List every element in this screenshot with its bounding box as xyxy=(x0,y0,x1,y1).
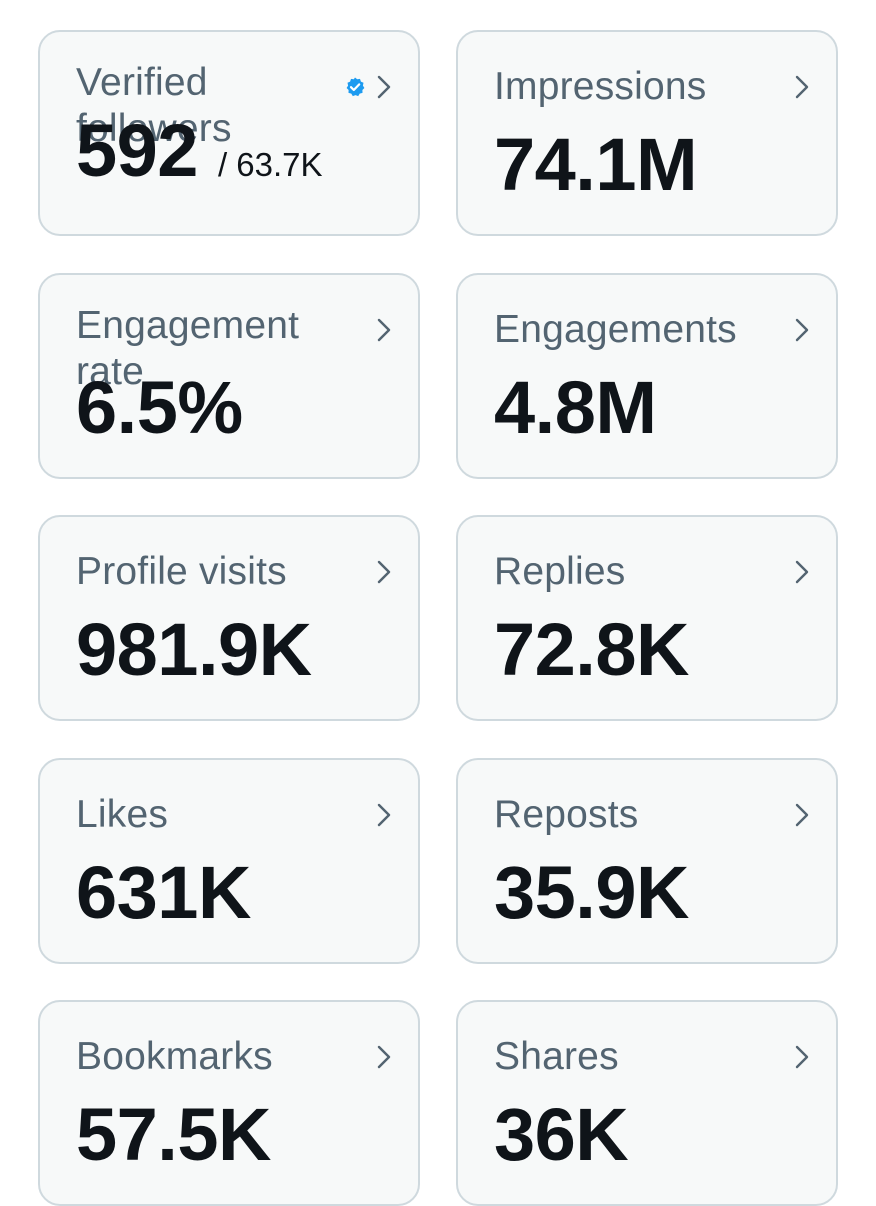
metric-card-shares[interactable]: Shares 36K xyxy=(456,1000,838,1206)
metric-label: Shares xyxy=(494,1035,619,1078)
metric-card-verified-followers[interactable]: Verified followers 592/ 63.7K xyxy=(38,30,420,236)
metric-card-engagements[interactable]: Engagements 4.8M xyxy=(456,273,838,479)
chevron-right-icon xyxy=(795,1045,809,1069)
verified-badge-icon xyxy=(346,77,365,97)
chevron-right-icon xyxy=(377,803,391,827)
metric-label: Engagement rate xyxy=(76,304,300,393)
metric-card-impressions[interactable]: Impressions 74.1M xyxy=(456,30,838,236)
metric-value: 35.9K xyxy=(494,851,689,934)
metric-value: 4.8M xyxy=(494,366,657,449)
metric-card-bookmarks[interactable]: Bookmarks 57.5K xyxy=(38,1000,420,1206)
metric-card-replies[interactable]: Replies 72.8K xyxy=(456,515,838,721)
metric-label: Impressions xyxy=(494,65,707,108)
metric-value: 74.1M xyxy=(494,123,698,206)
metric-value: 981.9K xyxy=(76,608,312,691)
metric-label: Reposts xyxy=(494,793,639,836)
metric-value-number: 592 xyxy=(76,109,198,192)
chevron-right-icon xyxy=(377,1045,391,1069)
metric-value-total: / 63.7K xyxy=(217,146,323,183)
metric-label: Likes xyxy=(76,793,169,836)
chevron-right-icon xyxy=(377,560,391,584)
metric-value: 36K xyxy=(494,1093,629,1176)
metric-value: 6.5% xyxy=(76,366,243,449)
metric-label: Verified followers xyxy=(76,61,232,150)
metric-value: 57.5K xyxy=(76,1093,271,1176)
metric-card-profile-visits[interactable]: Profile visits 981.9K xyxy=(38,515,420,721)
metric-card-reposts[interactable]: Reposts 35.9K xyxy=(456,758,838,964)
metric-card-engagement-rate[interactable]: Engagement rate 6.5% xyxy=(38,273,420,479)
metric-label: Replies xyxy=(494,550,626,593)
chevron-right-icon xyxy=(377,75,391,99)
chevron-right-icon xyxy=(795,560,809,584)
chevron-right-icon xyxy=(795,75,809,99)
metric-value: 72.8K xyxy=(494,608,689,691)
metric-card-likes[interactable]: Likes 631K xyxy=(38,758,420,964)
metric-label: Profile visits xyxy=(76,550,287,593)
chevron-right-icon xyxy=(795,803,809,827)
metric-label: Engagements xyxy=(494,308,737,351)
chevron-right-icon xyxy=(377,318,391,342)
metric-label: Bookmarks xyxy=(76,1035,273,1078)
metric-value: 631K xyxy=(76,851,251,934)
metric-value: 592/ 63.7K xyxy=(76,114,323,202)
chevron-right-icon xyxy=(795,318,809,342)
